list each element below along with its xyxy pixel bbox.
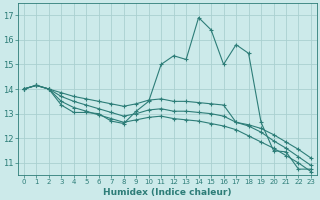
X-axis label: Humidex (Indice chaleur): Humidex (Indice chaleur) <box>103 188 232 197</box>
